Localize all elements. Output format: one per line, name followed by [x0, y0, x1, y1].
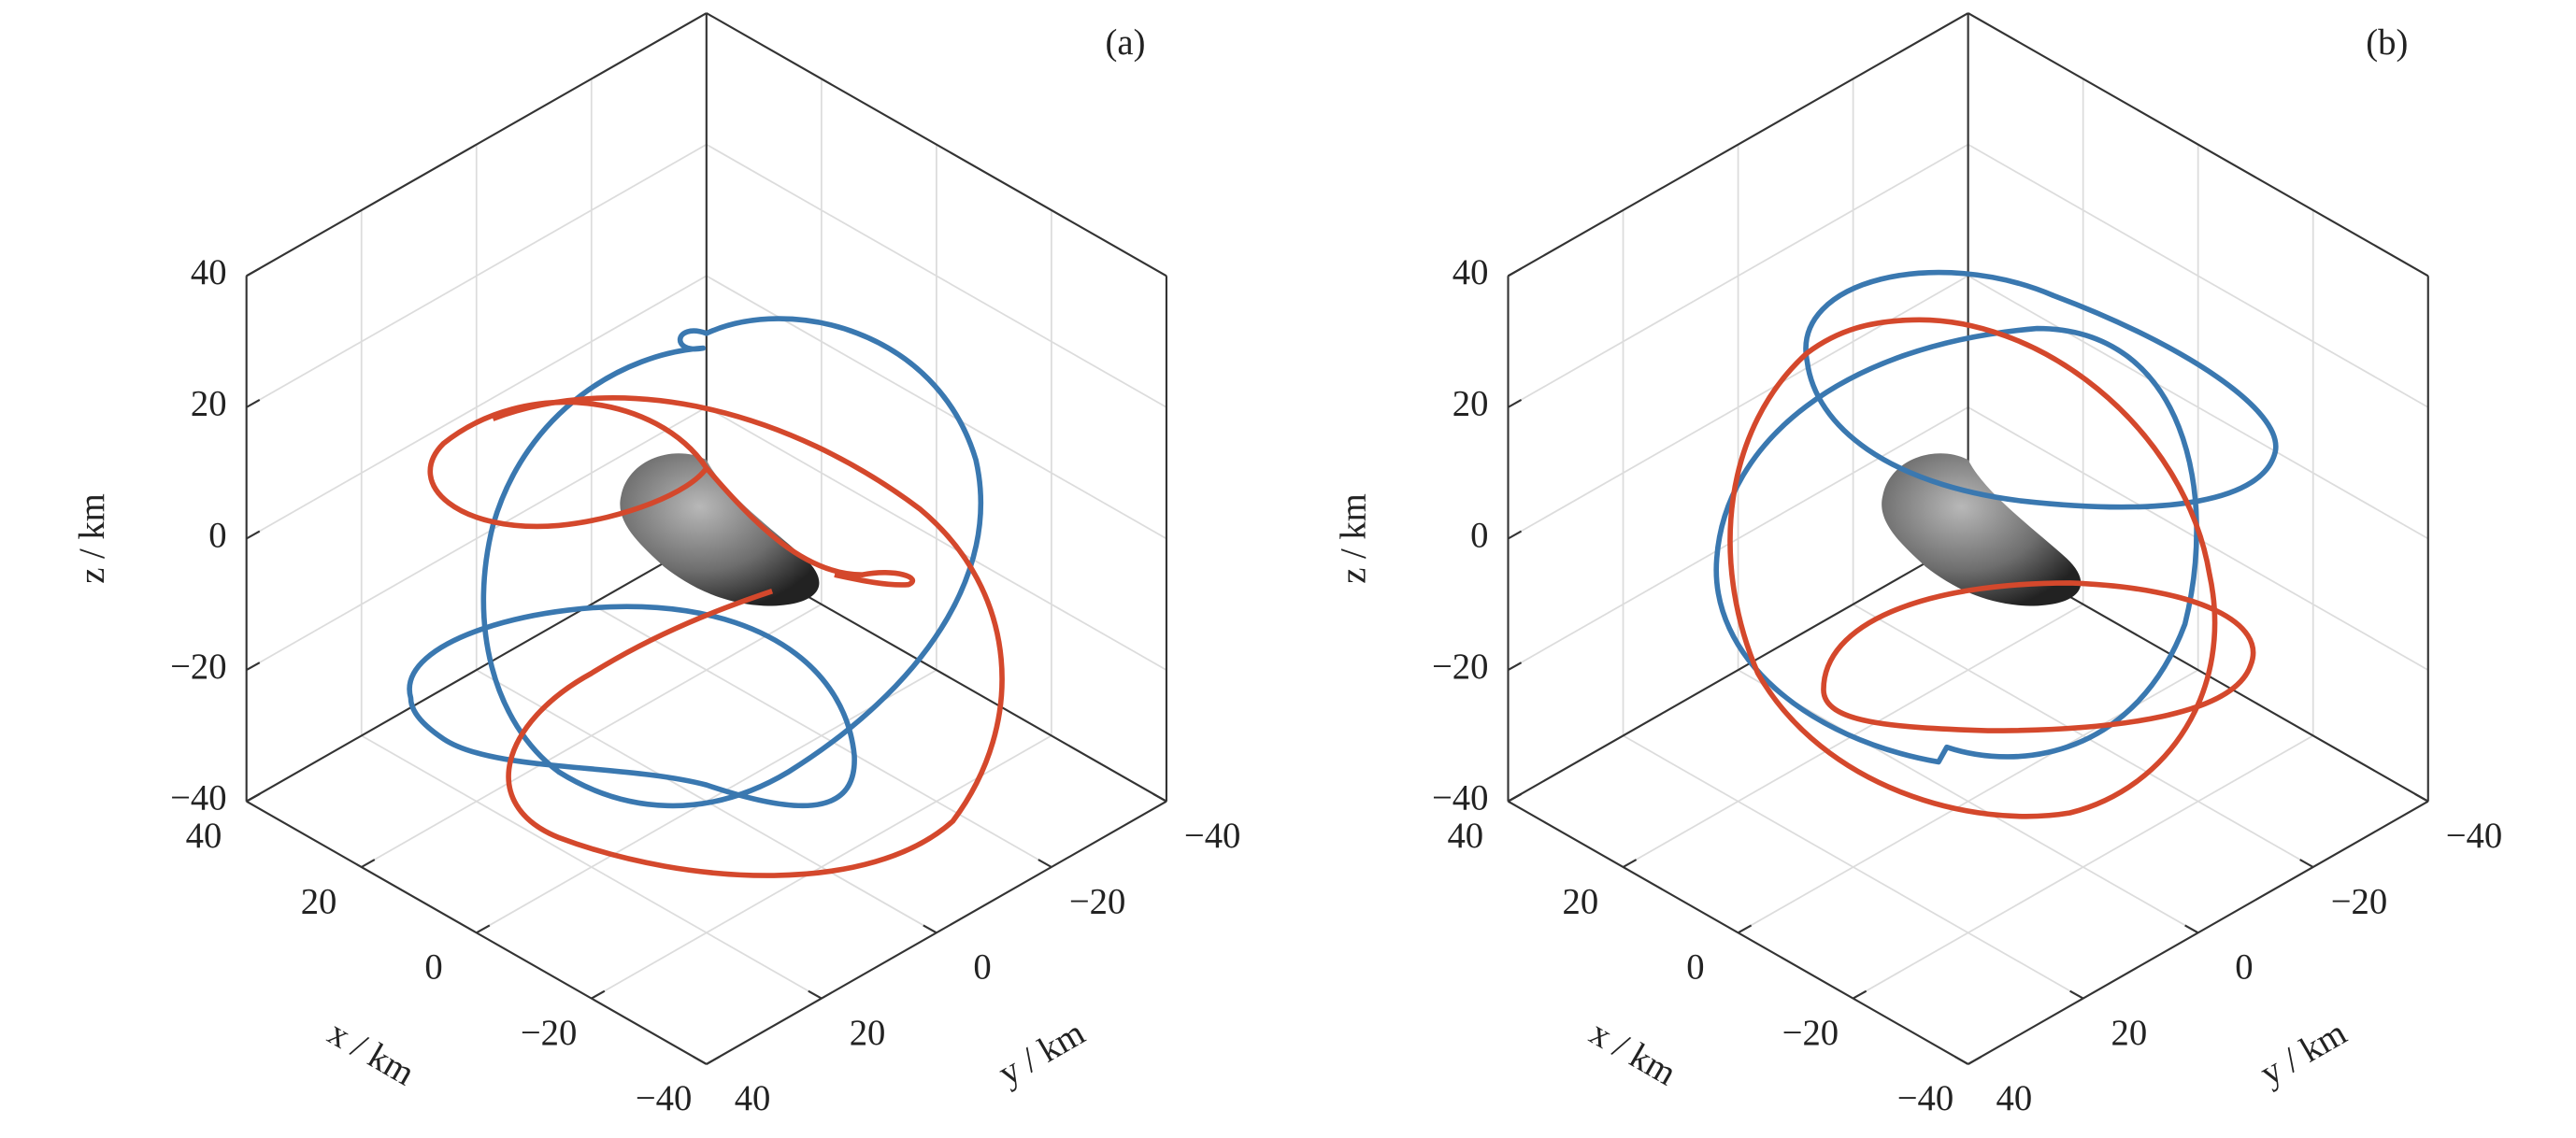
y-tick-label: 20 — [2111, 1014, 2148, 1053]
x-tick-label: −40 — [636, 1079, 692, 1118]
y-tick-label: 0 — [2235, 948, 2253, 988]
x-axis-label: x / km — [322, 1014, 422, 1094]
x-tick-label: 0 — [1686, 948, 1704, 988]
orbit — [1821, 580, 2256, 733]
x-tick-label: 40 — [1447, 817, 1483, 856]
tick-mark — [1738, 924, 1753, 934]
orbit — [1803, 269, 2279, 510]
z-tick-label: 20 — [1453, 385, 1489, 424]
panel-label: (b) — [2366, 23, 2408, 63]
box-edge — [1507, 537, 1969, 803]
tick-mark — [1507, 792, 1523, 803]
orbits-b — [1713, 269, 2279, 819]
tick-mark — [2184, 924, 2199, 934]
tick-mark — [706, 1056, 721, 1065]
z-tick-label: 40 — [191, 253, 227, 292]
tick-mark — [1623, 859, 1638, 868]
tick-mark — [1507, 399, 1523, 408]
x-tick-label: 20 — [1563, 882, 1599, 921]
y-axis-label: y / km — [2254, 1014, 2354, 1094]
tick-mark — [246, 267, 261, 277]
x-tick-label: 0 — [424, 948, 442, 988]
grid-line — [591, 604, 1052, 868]
tick-mark — [1853, 989, 1868, 1000]
z-tick-label: 40 — [1453, 253, 1489, 292]
tick-mark — [1507, 267, 1523, 277]
tick-mark — [361, 859, 376, 868]
z-tick-label: 0 — [208, 516, 226, 555]
y-tick-label: 40 — [735, 1079, 771, 1118]
tick-mark — [246, 792, 261, 803]
box-edge — [246, 12, 708, 277]
asteroid — [620, 453, 2082, 606]
tick-mark — [591, 989, 606, 1000]
y-tick-label: −20 — [1069, 882, 1125, 921]
x-tick-label: 20 — [301, 882, 337, 921]
tick-mark — [1968, 1056, 1982, 1065]
box-edge — [246, 537, 708, 803]
orbit — [407, 604, 857, 809]
z-axis-label: z / km — [73, 493, 112, 584]
tick-mark — [246, 661, 261, 672]
z-axis-label: z / km — [1335, 493, 1374, 584]
tick-mark — [1152, 792, 1167, 803]
tick-mark — [1038, 859, 1052, 868]
grid-line — [1738, 669, 2199, 934]
z-tick-label: −40 — [1432, 779, 1488, 818]
y-tick-label: 20 — [850, 1014, 886, 1053]
z-tick-label: −20 — [1432, 647, 1488, 687]
y-tick-label: 40 — [1996, 1079, 2033, 1118]
y-axis-label: y / km — [992, 1014, 1092, 1094]
box-edge — [706, 12, 1167, 277]
tick-mark — [1507, 661, 1523, 672]
grid-line — [1853, 604, 2314, 868]
orbit — [1713, 325, 2199, 765]
tick-mark — [2299, 859, 2314, 868]
orbit — [492, 395, 1005, 878]
orbits-a — [407, 316, 1005, 878]
tick-mark — [2414, 792, 2429, 803]
z-tick-label: −20 — [170, 647, 226, 687]
tick-mark — [693, 1056, 708, 1065]
z-tick-label: 20 — [191, 385, 227, 424]
grid-line — [361, 734, 823, 1000]
orbit — [1727, 317, 2218, 819]
z-tick-label: −40 — [170, 779, 226, 818]
orbit — [480, 316, 984, 809]
tick-mark — [923, 924, 937, 934]
x-axis-label: x / km — [1583, 1014, 1683, 1094]
tick-mark — [476, 924, 491, 934]
y-tick-label: 0 — [973, 948, 991, 988]
y-tick-label: −40 — [2446, 817, 2502, 856]
y-tick-label: −20 — [2331, 882, 2387, 921]
x-tick-label: −20 — [1782, 1014, 1839, 1053]
tick-mark — [246, 530, 261, 540]
tick-mark — [246, 399, 261, 408]
tick-mark — [1507, 530, 1523, 540]
tick-mark — [1954, 1056, 1969, 1065]
z-tick-label: 0 — [1470, 516, 1488, 555]
x-tick-label: −40 — [1897, 1079, 1953, 1118]
box-edge — [1968, 12, 2429, 277]
tick-mark — [808, 989, 823, 1000]
panel-label: (a) — [1106, 23, 1146, 63]
box-edge — [1507, 12, 1969, 277]
x-tick-label: −20 — [521, 1014, 577, 1053]
tick-mark — [2069, 989, 2084, 1000]
grid-line — [1623, 734, 2084, 1000]
orbit — [427, 399, 916, 588]
y-tick-label: −40 — [1184, 817, 1240, 856]
x-tick-label: 40 — [186, 817, 222, 856]
